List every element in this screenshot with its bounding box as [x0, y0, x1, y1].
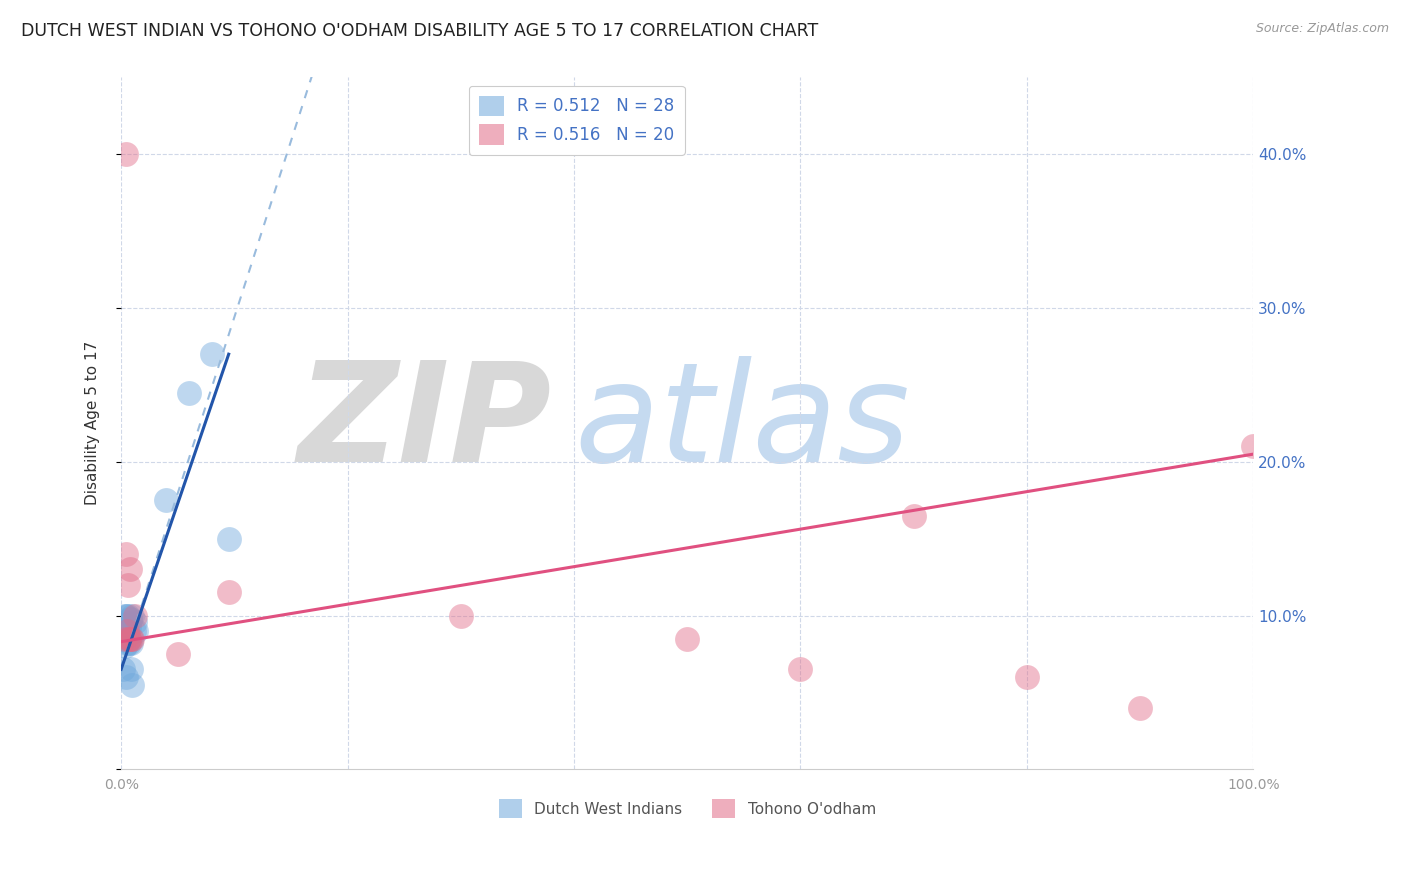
Point: [218, 585, 240, 599]
Point: [1015, 670, 1038, 684]
Point: [118, 632, 141, 646]
Text: atlas: atlas: [574, 356, 910, 491]
Point: [118, 621, 141, 635]
Point: [201, 347, 224, 361]
Point: [120, 612, 142, 626]
Point: [114, 608, 136, 623]
Text: Source: ZipAtlas.com: Source: ZipAtlas.com: [1256, 22, 1389, 36]
Point: [115, 624, 138, 638]
Point: [115, 636, 138, 650]
Point: [166, 647, 188, 661]
Point: [122, 624, 145, 638]
Point: [118, 636, 141, 650]
Text: DUTCH WEST INDIAN VS TOHONO O'ODHAM DISABILITY AGE 5 TO 17 CORRELATION CHART: DUTCH WEST INDIAN VS TOHONO O'ODHAM DISA…: [21, 22, 818, 40]
Point: [177, 385, 200, 400]
Point: [114, 640, 136, 654]
Point: [124, 615, 146, 629]
Point: [112, 662, 135, 676]
Point: [114, 670, 136, 684]
Point: [450, 608, 472, 623]
Point: [115, 621, 138, 635]
Legend: Dutch West Indians, Tohono O'odham: Dutch West Indians, Tohono O'odham: [492, 793, 882, 824]
Point: [1241, 439, 1264, 453]
Point: [115, 630, 138, 644]
Point: [121, 632, 143, 646]
Point: [1129, 701, 1152, 715]
Point: [121, 678, 143, 692]
Text: ZIP: ZIP: [297, 356, 551, 491]
Point: [120, 636, 142, 650]
Point: [118, 617, 141, 632]
Point: [114, 632, 136, 646]
Point: [114, 608, 136, 623]
Point: [120, 612, 142, 626]
Point: [124, 608, 146, 623]
Point: [117, 616, 139, 631]
Point: [903, 508, 925, 523]
Point: [117, 608, 139, 623]
Point: [676, 632, 699, 646]
Y-axis label: Disability Age 5 to 17: Disability Age 5 to 17: [86, 342, 100, 506]
Point: [155, 493, 177, 508]
Point: [218, 532, 240, 546]
Point: [114, 628, 136, 642]
Point: [120, 562, 142, 576]
Point: [120, 662, 142, 676]
Point: [114, 147, 136, 161]
Point: [120, 632, 142, 646]
Point: [118, 632, 141, 646]
Point: [114, 547, 136, 561]
Point: [125, 624, 148, 638]
Point: [789, 662, 811, 676]
Point: [121, 608, 143, 623]
Point: [114, 630, 136, 644]
Point: [117, 578, 139, 592]
